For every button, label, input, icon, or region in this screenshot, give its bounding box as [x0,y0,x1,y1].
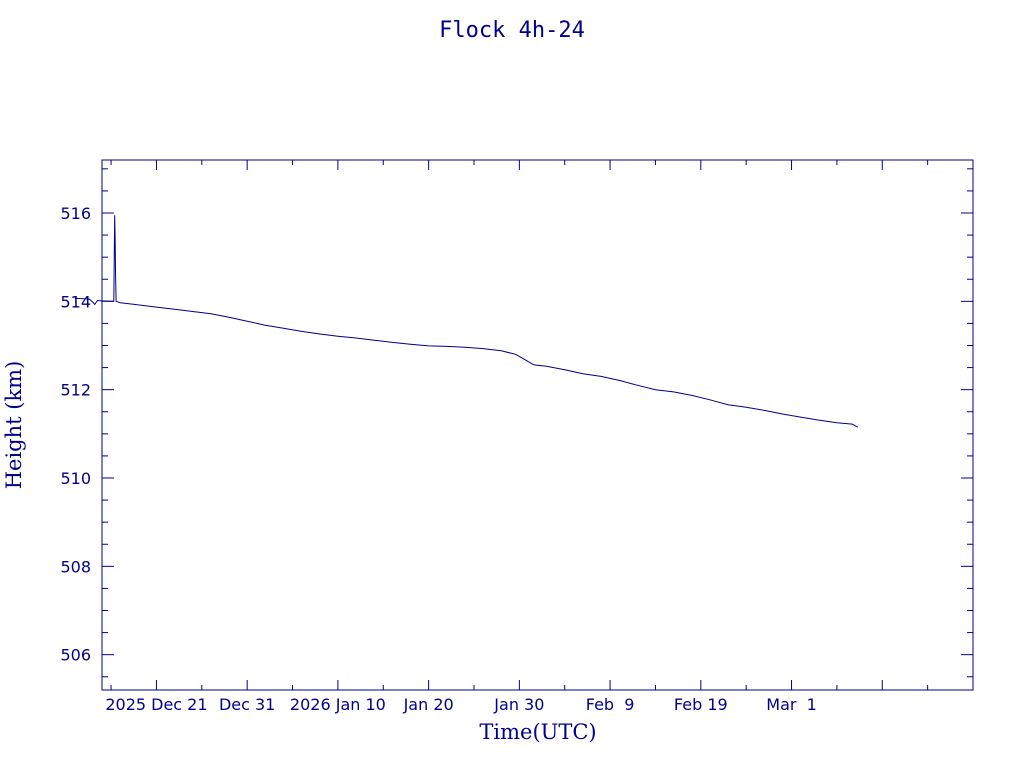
x-tick-label: Feb 19 [674,695,728,714]
x-axis-label: Time(UTC) [479,720,596,744]
y-tick-label: 510 [60,469,91,488]
plot-frame [101,159,974,691]
y-tick-label: 508 [60,557,91,576]
x-tick-label: Jan 30 [493,695,544,714]
y-tick-label: 514 [60,292,91,311]
y-tick-label: 516 [60,204,91,223]
x-tick-label: 2026 Jan 10 [290,695,386,714]
chart-title: Flock 4h-24 [439,18,585,43]
x-tick-label: Dec 31 [219,695,275,714]
y-tick-label: 506 [60,646,91,665]
tick-labels: 2025 Dec 21 Dec 31 2026 Jan 10 Jan 20 Jan 30… [60,204,816,714]
height-series-line [74,215,859,428]
axis-ticks [102,160,974,690]
y-axis-label: Height (km) [2,361,26,490]
x-tick-label: Mar 1 [766,695,817,714]
y-tick-label: 512 [60,381,91,400]
x-tick-label: 2025 Dec 21 [105,695,207,714]
x-tick-label: Jan 20 [403,695,454,714]
x-tick-label: Feb 9 [586,695,635,714]
